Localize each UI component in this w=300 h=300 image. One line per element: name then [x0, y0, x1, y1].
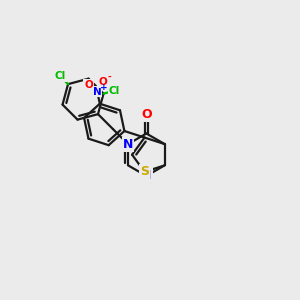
Text: N: N [123, 138, 133, 151]
Text: Cl: Cl [109, 86, 120, 96]
Text: N: N [93, 87, 102, 97]
Text: +: + [100, 83, 107, 92]
Text: N: N [141, 169, 152, 182]
Text: Cl: Cl [55, 71, 66, 81]
Text: S: S [140, 165, 149, 178]
Text: -: - [107, 73, 111, 82]
Text: O: O [98, 77, 107, 87]
Text: O: O [141, 108, 152, 121]
Text: O: O [84, 80, 93, 90]
